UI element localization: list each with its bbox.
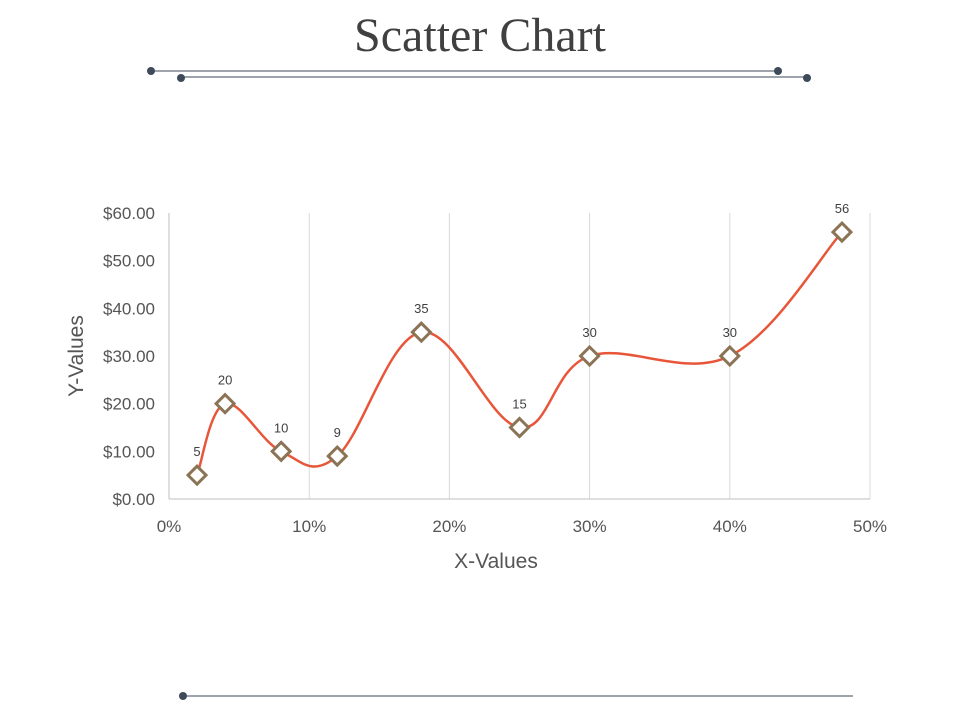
data-label: 20 bbox=[218, 373, 232, 388]
y-tick-label: $10.00 bbox=[103, 442, 155, 461]
decor-dot bbox=[147, 67, 155, 75]
decor-dot bbox=[803, 74, 811, 82]
data-label: 9 bbox=[334, 425, 341, 440]
data-point-marker bbox=[326, 444, 349, 468]
markers bbox=[185, 220, 854, 487]
x-axis-title: X-Values bbox=[454, 550, 538, 573]
x-tick-label: 20% bbox=[432, 517, 466, 536]
data-point-marker bbox=[213, 392, 237, 415]
decor-dot bbox=[774, 67, 782, 75]
axes bbox=[168, 213, 870, 500]
decor-dot bbox=[179, 692, 187, 700]
x-tick-label: 40% bbox=[713, 517, 747, 536]
decor-dot bbox=[177, 74, 185, 82]
slide-title: Scatter Chart bbox=[354, 9, 606, 62]
x-tick-label: 50% bbox=[853, 517, 887, 536]
data-point-marker bbox=[830, 220, 854, 244]
data-label: 5 bbox=[193, 444, 200, 459]
y-tick-label: $30.00 bbox=[103, 347, 155, 366]
data-point-marker bbox=[270, 440, 293, 463]
y-tick-label: $50.00 bbox=[103, 252, 155, 271]
data-label: 30 bbox=[582, 325, 596, 340]
data-label: 35 bbox=[414, 301, 428, 316]
data-point-marker bbox=[185, 464, 209, 487]
data-point-marker bbox=[718, 344, 741, 368]
data-point-marker bbox=[508, 416, 531, 439]
data-label: 10 bbox=[274, 420, 288, 435]
x-tick-label: 0% bbox=[157, 517, 182, 536]
x-tick-label: 10% bbox=[292, 517, 326, 536]
series-line-layer bbox=[195, 231, 843, 476]
labels: $0.00 $10.00 $20.00 $30.00 $40.00 $50.00 $60.0… bbox=[103, 201, 887, 536]
y-tick-label: $0.00 bbox=[112, 490, 155, 509]
y-tick-label: $40.00 bbox=[103, 299, 155, 318]
x-tick-label: 30% bbox=[573, 517, 607, 536]
y-tick-label: $60.00 bbox=[103, 204, 155, 223]
y-tick-label: $20.00 bbox=[103, 395, 155, 414]
data-label: 56 bbox=[835, 201, 849, 216]
data-label: 15 bbox=[512, 397, 526, 412]
data-point-marker bbox=[410, 321, 433, 344]
data-point-marker bbox=[578, 344, 601, 368]
data-label: 30 bbox=[723, 325, 737, 340]
series-line bbox=[195, 231, 843, 476]
y-axis-title: Y-Values bbox=[65, 315, 88, 397]
